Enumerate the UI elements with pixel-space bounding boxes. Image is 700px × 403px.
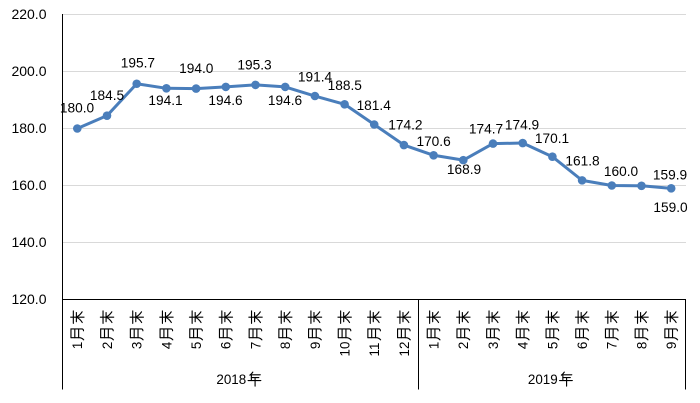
svg-text:194.6: 194.6	[268, 93, 303, 108]
svg-text:5: 5	[545, 342, 560, 349]
svg-text:1: 1	[70, 342, 85, 349]
svg-text:9: 9	[308, 342, 323, 349]
svg-text:180.0: 180.0	[60, 101, 95, 116]
svg-text:8: 8	[634, 342, 649, 349]
svg-text:4: 4	[516, 341, 531, 349]
svg-text:170.6: 170.6	[416, 134, 451, 149]
svg-text:170.1: 170.1	[535, 131, 569, 146]
svg-text:2: 2	[456, 342, 471, 349]
svg-text:5: 5	[189, 342, 204, 349]
svg-text:160.0: 160.0	[604, 164, 639, 179]
svg-text:1: 1	[427, 342, 442, 349]
svg-text:174.2: 174.2	[388, 117, 422, 132]
svg-text:11: 11	[367, 343, 382, 357]
svg-text:195.3: 195.3	[237, 58, 272, 73]
svg-text:184.5: 184.5	[90, 88, 125, 103]
svg-text:159.9: 159.9	[653, 167, 687, 182]
svg-text:140.0: 140.0	[11, 234, 46, 250]
svg-text:220.0: 220.0	[11, 6, 46, 22]
svg-text:9: 9	[664, 342, 679, 349]
svg-text:168.9: 168.9	[447, 162, 481, 177]
svg-text:174.7: 174.7	[469, 122, 503, 137]
svg-text:194.0: 194.0	[179, 61, 214, 76]
svg-text:3: 3	[130, 342, 145, 349]
svg-text:7: 7	[605, 342, 620, 349]
svg-text:7: 7	[248, 342, 263, 349]
svg-text:12: 12	[397, 342, 412, 357]
svg-text:2019: 2019	[528, 372, 558, 387]
svg-text:194.6: 194.6	[208, 93, 243, 108]
svg-text:3: 3	[486, 342, 501, 349]
svg-text:10: 10	[338, 342, 353, 357]
svg-text:200.0: 200.0	[11, 63, 46, 79]
svg-text:2018: 2018	[216, 372, 246, 387]
svg-text:159.0: 159.0	[653, 200, 688, 215]
svg-text:4: 4	[159, 341, 174, 349]
svg-text:191.4: 191.4	[298, 70, 333, 85]
svg-text:161.8: 161.8	[565, 154, 600, 169]
svg-text:194.1: 194.1	[148, 93, 182, 108]
svg-text:120.0: 120.0	[11, 291, 46, 307]
svg-text:181.4: 181.4	[357, 98, 392, 113]
svg-text:6: 6	[219, 342, 234, 349]
svg-text:8: 8	[278, 342, 293, 349]
svg-text:2: 2	[100, 342, 115, 349]
svg-text:180.0: 180.0	[11, 120, 46, 136]
svg-text:195.7: 195.7	[121, 56, 155, 71]
svg-text:188.5: 188.5	[328, 78, 363, 93]
svg-text:160.0: 160.0	[11, 177, 46, 193]
svg-text:174.9: 174.9	[505, 118, 539, 133]
svg-text:6: 6	[575, 342, 590, 349]
